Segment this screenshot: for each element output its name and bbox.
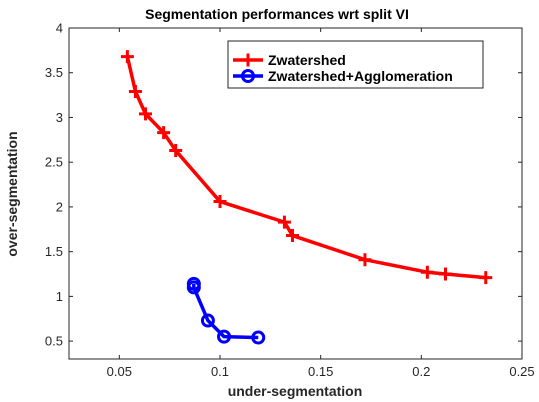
data-point — [438, 267, 452, 281]
data-point — [479, 271, 493, 285]
data-point — [139, 107, 153, 121]
series-0 — [120, 50, 493, 285]
legend-label: Zwatershed+Agglomeration — [268, 68, 453, 84]
x-tick-label: 0.2 — [412, 364, 430, 379]
legend-marker — [241, 69, 255, 83]
legend-box — [227, 40, 484, 89]
series-1 — [186, 276, 266, 345]
data-point — [277, 215, 291, 229]
x-tick-label: 0.05 — [107, 364, 132, 379]
data-point — [285, 229, 299, 243]
chart-title: Segmentation performances wrt split VI — [145, 6, 409, 22]
y-tick-label: 3.5 — [45, 65, 63, 80]
x-tick-label: 0.15 — [308, 364, 333, 379]
data-point — [213, 195, 227, 209]
series-layer — [120, 50, 493, 345]
y-axis-label: over-segmentation — [4, 131, 20, 256]
y-tick-label: 0.5 — [45, 334, 63, 349]
y-tick-label: 1 — [56, 289, 63, 304]
x-tick-label: 0.25 — [509, 364, 534, 379]
y-tick-label: 4 — [56, 21, 63, 36]
y-tick-label: 2 — [56, 199, 63, 214]
data-point — [128, 85, 142, 99]
data-point — [169, 144, 183, 158]
data-point — [200, 313, 215, 328]
data-point — [157, 126, 171, 140]
axes-box — [68, 27, 523, 360]
data-point — [420, 265, 434, 279]
x-axis: 0.05 0.1 0.15 0.2 0.25 — [107, 28, 535, 379]
data-point — [217, 329, 232, 344]
y-tick-label: 1.5 — [45, 244, 63, 259]
legend-label: Zwatershed — [268, 52, 346, 68]
x-axis-label: under-segmentation — [228, 383, 363, 399]
y-axis: 0.5 1 1.5 2 2.5 3 3.5 4 — [45, 21, 522, 349]
legend-marker — [241, 53, 255, 67]
data-point — [186, 280, 201, 295]
series-line — [192, 283, 259, 340]
y-tick-label: 3 — [56, 110, 63, 125]
x-tick-label: 0.1 — [211, 364, 229, 379]
data-point — [120, 50, 134, 64]
data-point — [358, 253, 372, 267]
data-point — [251, 330, 266, 345]
y-tick-label: 2.5 — [45, 155, 63, 170]
